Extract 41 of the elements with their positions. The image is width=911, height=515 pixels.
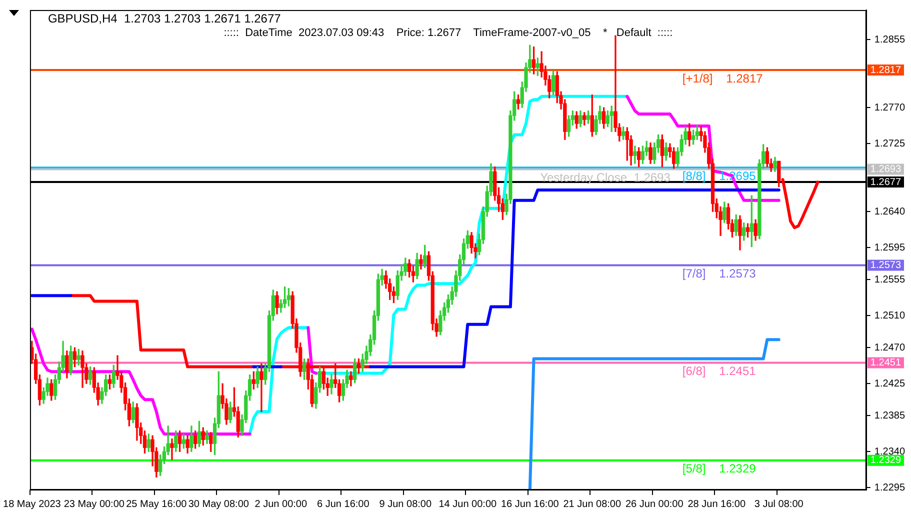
x-tick-label: 30 May 08:00 [188,498,250,510]
x-tick-label: 6 Jun 16:00 [317,498,370,510]
y-tick-label: 1.2295 [874,482,906,494]
x-tick-label: 9 Jun 08:00 [379,498,432,510]
y-tick-label: 1.2510 [874,310,906,322]
ref-line-label: 1.2329 [870,455,902,466]
annotation: [7/8] 1.2573 [682,266,756,281]
x-tick-label: 23 May 00:00 [64,498,125,510]
y-tick-label: 1.2340 [874,446,906,458]
ref-line-label: 1.2693 [870,164,902,175]
x-tick-label: 2 Jun 00:00 [254,498,308,510]
candlestick [260,363,264,412]
y-tick-label: 1.2640 [874,206,906,218]
y-tick-label: 1.2725 [874,138,906,150]
x-tick-label: 25 May 16:00 [126,498,188,510]
y-tick-label: 1.2425 [874,378,906,390]
candlestick [633,146,637,164]
annotation: [6/8] 1.2451 [682,364,756,378]
ref-line-label: 1.2817 [870,64,902,76]
annotation: Yesterday Close 1.2693 [540,170,671,185]
x-tick-label: 28 Jun 16:00 [688,498,746,510]
x-tick-label: 14 Jun 00:00 [438,498,497,510]
chart-title: GBPUSD,H4 1.2703 1.2703 1.2671 1.2677 [48,11,282,26]
y-tick-label: 1.2555 [874,274,906,286]
text: ::::: DateTime 2023.07.03 09:43 Price: 1.2677 TimeFrame-2007-v0_05 * Default ::::: [224,27,673,40]
candlestick [170,438,174,460]
y-tick-label: 1.2595 [874,242,906,254]
y-tick-label: 1.2385 [874,410,906,422]
annotation: [5/8] 1.2329 [682,462,756,476]
x-tick-label: 3 Jul 08:00 [754,498,804,510]
x-tick-label: 21 Jun 08:00 [563,498,622,510]
x-tick-label: 26 Jun 00:00 [625,498,684,510]
x-tick-label: 18 May 2023 [3,498,62,510]
ref-line-label: 1.2451 [870,358,902,369]
ref-line-label: 1.2677 [870,176,902,188]
x-tick-label: 16 Jun 16:00 [500,498,560,510]
y-tick-label: 1.2470 [874,342,906,354]
annotation: [+1/8] 1.2817 [682,71,764,86]
ref-line-label: 1.2573 [870,260,902,271]
y-tick-label: 1.2855 [874,34,906,46]
y-tick-label: 1.2770 [874,102,906,114]
